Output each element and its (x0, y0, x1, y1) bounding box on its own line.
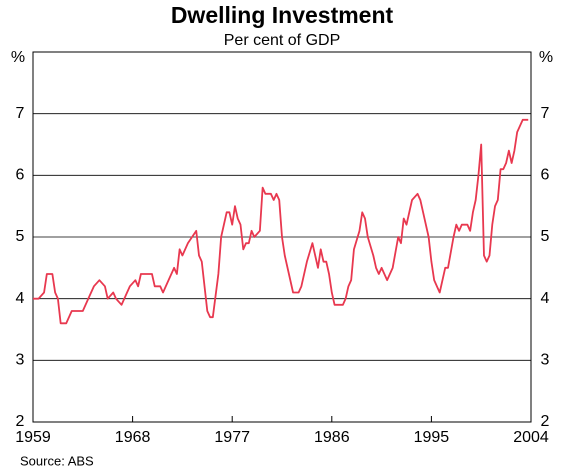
y-tick-label: 5 (16, 228, 25, 245)
x-tick-label: 1959 (15, 429, 51, 446)
chart-title: Dwelling Investment (171, 2, 394, 28)
y2-tick-label: 5 (541, 228, 550, 245)
y-tick-label: 4 (16, 290, 25, 307)
y2-tick-label: 3 (541, 352, 550, 369)
y2-tick-label: 4 (541, 290, 550, 307)
x-tick-label: 1986 (314, 429, 350, 446)
y-tick-label: 7 (16, 105, 25, 122)
y2-axis-label: % (539, 49, 553, 66)
data-line (33, 118, 529, 325)
x-tick-label: 1977 (214, 429, 250, 446)
source-note: Source: ABS (20, 453, 94, 468)
y2-tick-label: 7 (541, 105, 550, 122)
y2-tick-label: 2 (541, 413, 550, 430)
y-tick-label: 3 (16, 352, 25, 369)
y-tick-label: 6 (16, 167, 25, 184)
x-tick-label: 2004 (513, 429, 549, 446)
y-axis-label: % (11, 49, 25, 66)
y-tick-label: 2 (16, 413, 25, 430)
y2-tick-label: 6 (541, 167, 550, 184)
x-tick-label: 1995 (414, 429, 450, 446)
chart-subtitle: Per cent of GDP (224, 32, 341, 49)
x-tick-label: 1968 (115, 429, 151, 446)
